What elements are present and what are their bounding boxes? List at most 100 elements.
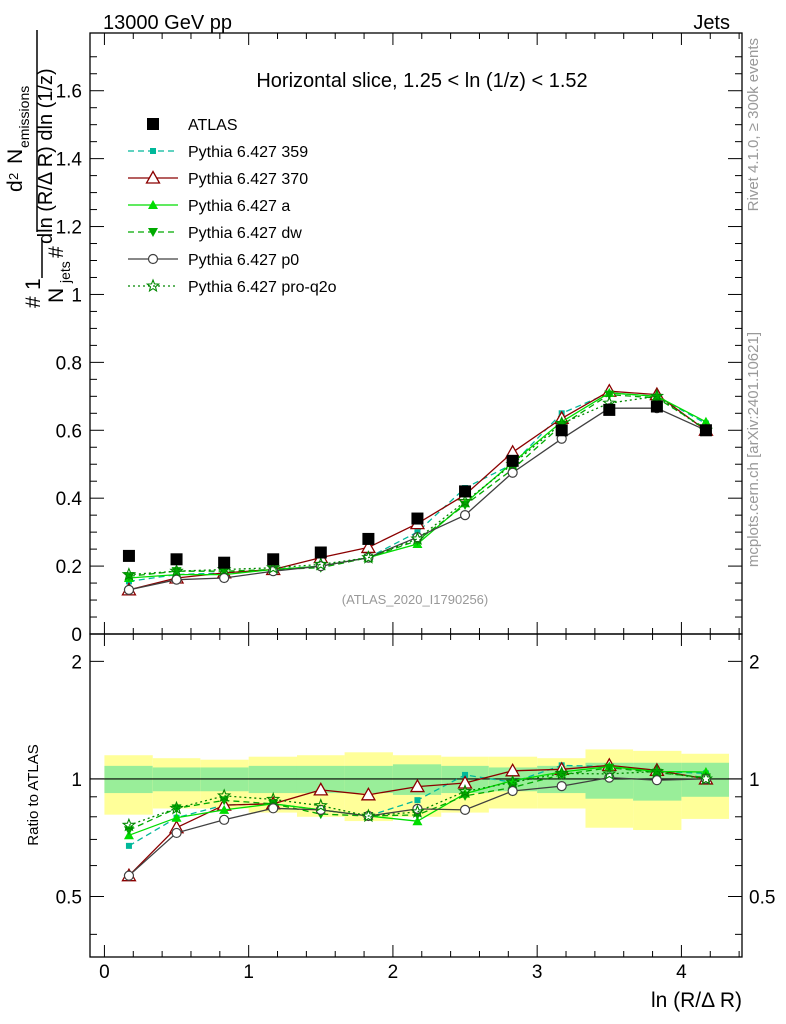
series-marker-pro-q2o (121, 567, 137, 581)
ratio-y-tick-label: 1 (71, 770, 82, 791)
series-marker-p0 (123, 584, 135, 595)
x-axis-title: ln (R/Δ R) (651, 989, 742, 1012)
y-tick-label: 0.4 (56, 489, 83, 510)
series-marker-p0 (123, 870, 135, 881)
y-tick-label: 0.6 (56, 421, 82, 442)
series-marker-pro-q2o (266, 560, 281, 574)
ylabel-frac-num: 1 (22, 278, 45, 290)
series-marker-p0 (459, 804, 471, 815)
ylabel-den-text: dln (R/Δ R) dln (1/z) (35, 68, 57, 244)
ratio-y-axis-title: Ratio to ATLAS (25, 744, 42, 845)
series-marker-pro-q2o (361, 550, 376, 564)
mcplots-label: mcplots.cern.ch [arXiv:2401.10621] (745, 332, 762, 567)
series-line (128, 390, 707, 591)
ylabel-num-N: N (4, 149, 27, 164)
ratio-frame (89, 633, 743, 958)
series-marker-p0 (556, 781, 567, 792)
atlas-data-point (362, 532, 375, 545)
x-tick-label: 3 (532, 962, 543, 983)
series-line (128, 395, 707, 576)
series-marker-a (412, 816, 423, 826)
legend: ATLAS Pythia 6.427 359 Pythia 6.427 370 Pyt… (128, 117, 337, 296)
legend-label: ATLAS (188, 117, 238, 134)
ratio-y-tick-label-right: 2 (749, 652, 760, 673)
x-tick-label: 1 (243, 962, 254, 983)
series-marker-p0 (147, 253, 159, 265)
series-marker-a (171, 812, 182, 822)
rivet-version-label: Rivet 4.1.0, ≥ 300k events (745, 38, 762, 211)
series-marker-pro-q2o (169, 800, 184, 815)
atlas-data-point (267, 553, 280, 566)
series-marker-pro-q2o (216, 788, 232, 803)
series-marker-pro-q2o (649, 763, 665, 778)
series-marker-pro-q2o (313, 556, 328, 571)
ylabel-num-sub: emissions (16, 86, 32, 148)
series-marker-359 (462, 771, 469, 778)
main-series-group (121, 383, 714, 596)
series-line (128, 393, 707, 577)
legend-label: Pythia 6.427 p0 (188, 252, 299, 269)
ylabel-hash-1: # (22, 296, 45, 308)
series-marker-a (219, 804, 230, 814)
main-plot-area: 0 1 2 3 4 0 0.2 0.4 0.6 0.8 1 1.2 1.4 1.6 (56, 32, 743, 983)
y-tick-label: 0.2 (56, 557, 82, 578)
series-marker-p0 (219, 814, 230, 825)
series-marker-p0 (651, 775, 662, 786)
series-marker-p0 (268, 803, 279, 814)
series-marker-dw (148, 228, 158, 237)
series-marker-370 (409, 778, 426, 793)
atlas-data-point (650, 400, 663, 413)
ylabel-num-d: d (4, 180, 27, 192)
ratio-series-group (121, 757, 714, 882)
y-tick-label: 0 (71, 625, 82, 646)
series-marker-pro-q2o (169, 563, 184, 578)
legend-label: Pythia 6.427 pro-q2o (188, 279, 337, 296)
series-marker-359 (414, 797, 421, 804)
legend-label: Pythia 6.427 dw (188, 225, 302, 242)
series-marker-370 (360, 786, 377, 801)
x-tick-label: 4 (676, 962, 687, 983)
y-tick-label: 1 (71, 285, 82, 306)
atlas-data-point (603, 403, 616, 416)
ratio-y-tick-label: 0.5 (56, 888, 82, 909)
analysis-watermark: (ATLAS_2020_I1790256) (342, 592, 488, 607)
y-tick-label: 0.8 (56, 353, 82, 374)
series-marker-p0 (171, 827, 182, 839)
ratio-y-tick-label-right: 1 (749, 770, 760, 791)
chart-title: Horizontal slice, 1.25 < ln (1/z) < 1.52 (256, 70, 587, 92)
series-marker-pro-q2o (457, 494, 473, 508)
series-marker-pro-q2o (698, 771, 714, 786)
atlas-data-point (699, 424, 712, 437)
x-tick-label: 2 (388, 962, 399, 983)
series-marker-pro-q2o (505, 774, 520, 789)
atlas-data-point (459, 485, 472, 498)
series-marker-pro-q2o (145, 278, 161, 293)
series-marker-pro-q2o (410, 531, 425, 546)
legend-label: Pythia 6.427 370 (188, 171, 308, 188)
series-marker-pro-q2o (361, 808, 376, 823)
series-marker-370 (313, 782, 329, 796)
series-line (128, 392, 707, 579)
series-marker-359 (125, 842, 132, 849)
ylabel-hash-2: # (45, 246, 68, 258)
series-marker-pro-q2o (121, 817, 137, 832)
atlas-data-point (218, 556, 231, 569)
series-marker-p0 (459, 510, 471, 521)
header-jets-label: Jets (693, 12, 730, 34)
series-marker-pro-q2o (554, 765, 569, 780)
series-marker-dw (556, 770, 567, 780)
x-tick-label: 0 (99, 962, 110, 983)
series-marker-p0 (171, 574, 182, 585)
y-tick-label: 1.2 (56, 218, 82, 239)
ylabel-num-sup: 2 (6, 173, 21, 180)
series-marker-dw (123, 826, 134, 836)
series-marker-p0 (507, 785, 518, 797)
series-marker-pro-q2o (313, 798, 328, 812)
legend-label: Pythia 6.427 a (188, 198, 290, 215)
atlas-data-point (170, 553, 183, 566)
y-tick-label: 1.6 (56, 82, 82, 103)
series-marker-p0 (219, 572, 230, 584)
series-marker-359 (150, 148, 156, 154)
ratio-plot-area: 0.5 0.5 1 1 2 2 (56, 633, 775, 958)
